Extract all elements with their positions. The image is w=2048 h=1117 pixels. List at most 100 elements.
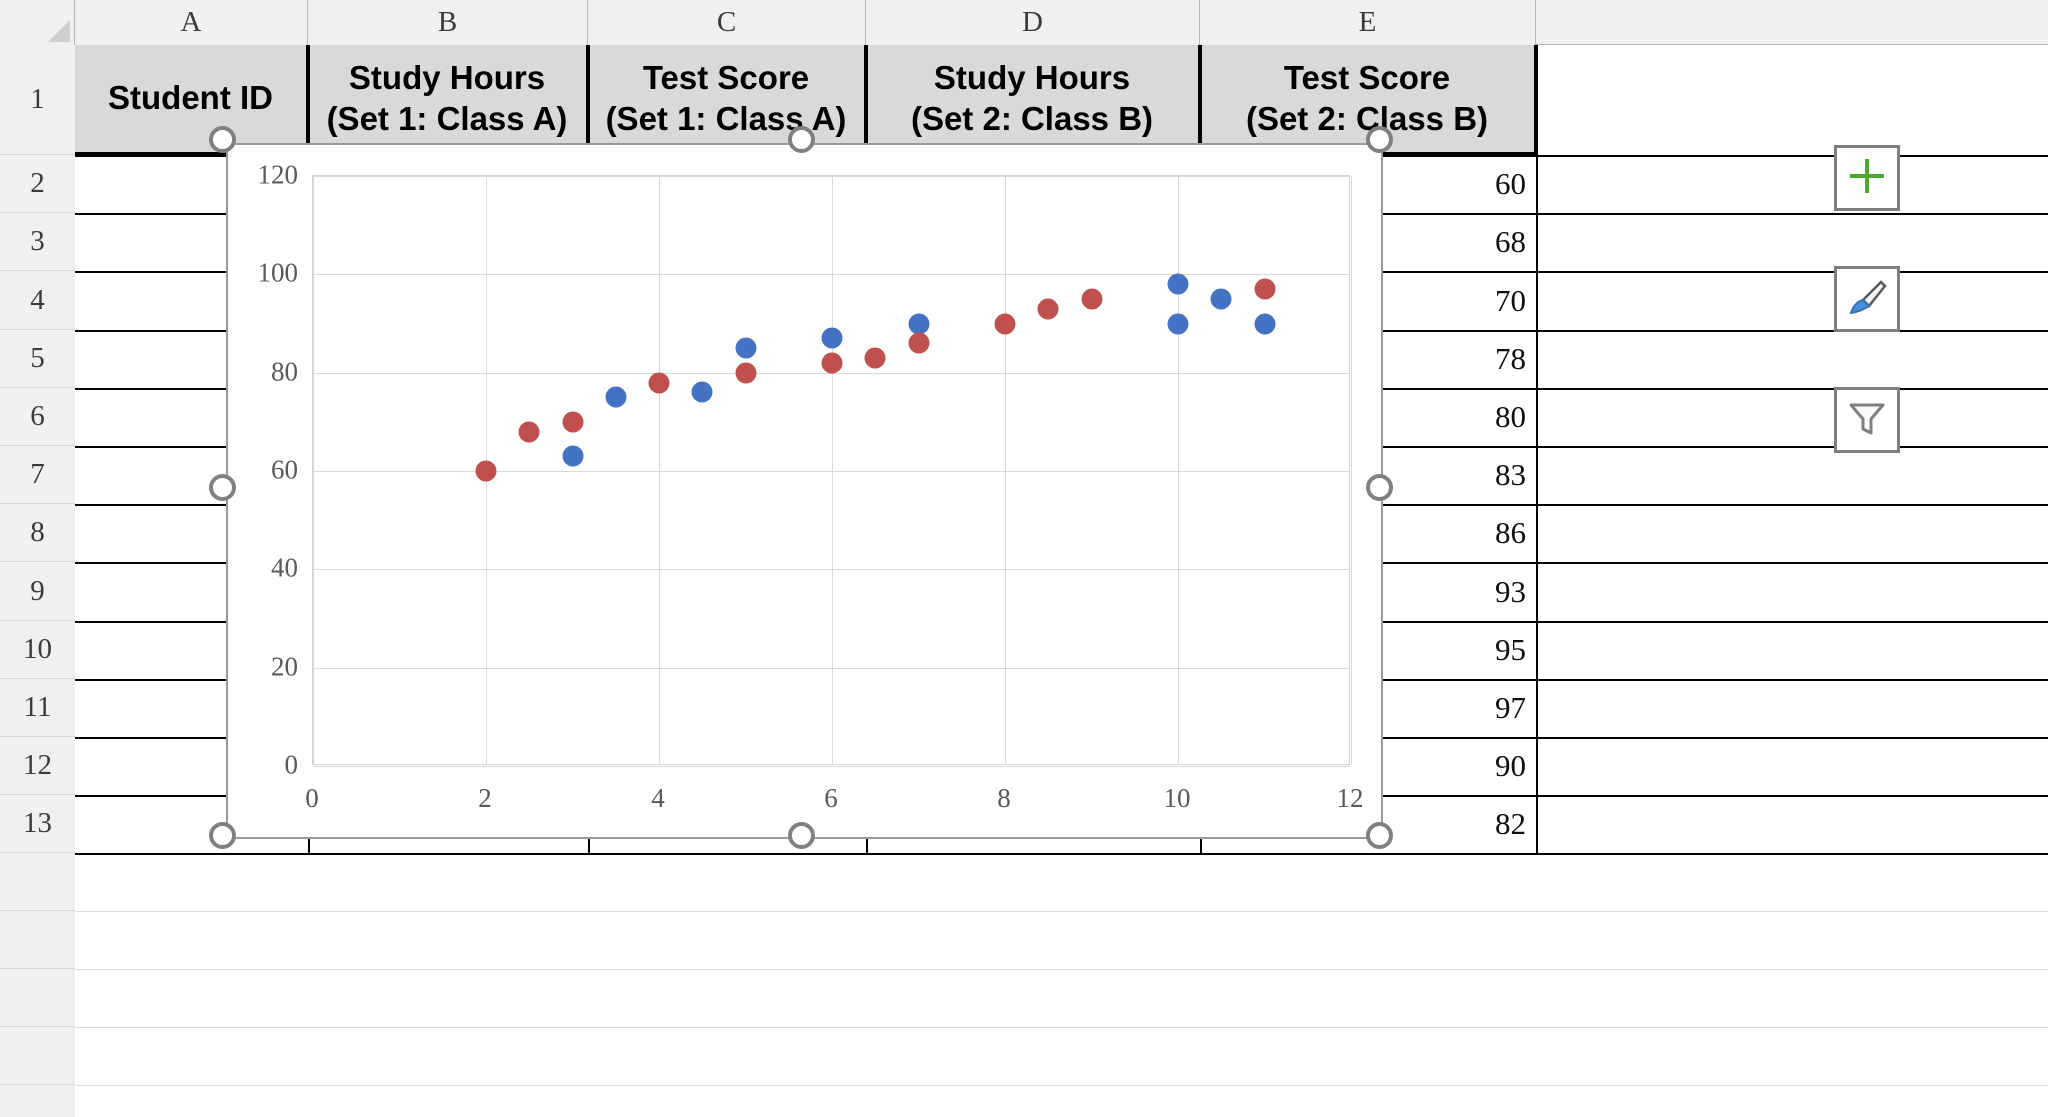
handle-bottom-left[interactable] xyxy=(209,822,236,849)
handle-top-left[interactable] xyxy=(209,126,236,153)
row-header-15[interactable] xyxy=(0,911,75,969)
plus-icon xyxy=(1845,154,1889,203)
row-header-7[interactable]: 7 xyxy=(0,446,75,504)
handle-top-right[interactable] xyxy=(1366,126,1393,153)
scatter-point[interactable] xyxy=(908,332,929,354)
row-header-6[interactable]: 6 xyxy=(0,388,75,446)
scatter-point[interactable] xyxy=(1210,288,1232,310)
row-header-13[interactable]: 13 xyxy=(0,795,75,853)
cell-e9[interactable]: 93 xyxy=(1495,573,1526,609)
row-header-2[interactable]: 2 xyxy=(0,155,75,213)
x-axis-tick-label: 8 xyxy=(997,783,1011,813)
scatter-point[interactable] xyxy=(735,362,756,384)
chart-plot-area xyxy=(312,175,1352,767)
row-header-12[interactable]: 12 xyxy=(0,737,75,795)
y-gridline xyxy=(313,766,1349,767)
row-header-10[interactable]: 10 xyxy=(0,621,75,679)
cell-e7[interactable]: 83 xyxy=(1495,457,1526,492)
scatter-point[interactable] xyxy=(518,421,540,443)
x-gridline xyxy=(1178,176,1179,764)
cell-e13[interactable]: 82 xyxy=(1495,806,1526,841)
x-axis-tick-label: 4 xyxy=(651,783,665,813)
column-header-a[interactable]: A xyxy=(75,0,308,45)
row-header-18[interactable] xyxy=(0,1085,75,1117)
scatter-point[interactable] xyxy=(1167,313,1189,334)
scatter-point[interactable] xyxy=(691,381,713,403)
x-axis-tick-label: 10 xyxy=(1163,783,1191,813)
header-line-2: (Set 2: Class B) xyxy=(910,99,1154,137)
cell-e3[interactable]: 68 xyxy=(1495,224,1526,259)
row-header-17[interactable] xyxy=(0,1027,75,1085)
scatter-point[interactable] xyxy=(605,386,627,408)
select-all-corner[interactable] xyxy=(0,0,75,45)
scatter-point[interactable] xyxy=(648,372,670,393)
x-axis-tick-label: 2 xyxy=(478,783,492,813)
column-header-e[interactable]: E xyxy=(1200,0,1536,45)
scatter-point[interactable] xyxy=(475,460,497,482)
header-line-1: Test Score xyxy=(642,59,810,97)
cell-e5[interactable]: 78 xyxy=(1495,341,1526,376)
x-gridline xyxy=(313,176,314,764)
handle-top-center[interactable] xyxy=(787,126,815,153)
chart-elements-button[interactable] xyxy=(1834,145,1900,211)
y-gridline xyxy=(313,274,1349,276)
scatter-point[interactable] xyxy=(1254,278,1275,300)
row-header-9[interactable]: 9 xyxy=(0,562,75,621)
cell-e8[interactable]: 86 xyxy=(1495,515,1526,550)
table-header-cell-a[interactable]: Student ID xyxy=(75,45,308,155)
scatter-point[interactable] xyxy=(1037,298,1059,320)
header-line-2: (Set 1: Class A) xyxy=(326,99,568,137)
row-header-5[interactable]: 5 xyxy=(0,330,75,388)
scatter-point[interactable] xyxy=(1254,313,1275,334)
chart-filters-button[interactable] xyxy=(1834,387,1900,453)
x-gridline xyxy=(659,176,660,764)
funnel-icon xyxy=(1845,396,1889,445)
row-header-4[interactable]: 4 xyxy=(0,271,75,330)
paintbrush-icon xyxy=(1845,275,1889,324)
cell-e2[interactable]: 60 xyxy=(1495,166,1526,201)
y-axis-tick-label: 20 xyxy=(271,651,298,682)
chart-styles-button[interactable] xyxy=(1834,266,1900,332)
row-header-11[interactable]: 11 xyxy=(0,679,75,737)
table-header-cell-e[interactable]: Test Score (Set 2: Class B) xyxy=(1200,45,1536,155)
cell-e4[interactable]: 70 xyxy=(1495,282,1526,318)
row-header-16[interactable] xyxy=(0,969,75,1027)
handle-bottom-center[interactable] xyxy=(787,822,815,849)
cell-e10[interactable]: 95 xyxy=(1495,632,1526,667)
header-line-1: Study Hours xyxy=(933,59,1131,97)
table-header-cell-c[interactable]: Test Score (Set 1: Class A) xyxy=(588,45,866,155)
scatter-chart-object[interactable]: 0 20 40 60 80 100 120 0 2 4 6 8 10 12 xyxy=(226,143,1383,839)
y-axis-tick-label: 80 xyxy=(271,356,298,387)
scatter-point[interactable] xyxy=(562,411,583,433)
cell-e11[interactable]: 97 xyxy=(1495,690,1526,725)
handle-middle-left[interactable] xyxy=(209,474,236,501)
column-header-b[interactable]: B xyxy=(308,0,588,45)
handle-bottom-right[interactable] xyxy=(1366,822,1393,849)
y-axis-tick-label: 0 xyxy=(284,749,299,780)
scatter-point[interactable] xyxy=(994,313,1016,334)
cell-e6[interactable]: 80 xyxy=(1495,399,1526,434)
cell-e12[interactable]: 90 xyxy=(1495,748,1526,783)
scatter-point[interactable] xyxy=(562,445,583,467)
column-divider xyxy=(1536,45,1538,853)
header-line-1: Student ID xyxy=(108,79,273,117)
row-header-3[interactable]: 3 xyxy=(0,213,75,271)
scatter-point[interactable] xyxy=(908,313,929,334)
row-gridline xyxy=(75,1085,2048,1086)
scatter-point[interactable] xyxy=(821,352,843,374)
column-header-c[interactable]: C xyxy=(588,0,866,45)
scatter-point[interactable] xyxy=(821,327,843,349)
scatter-point[interactable] xyxy=(864,347,886,369)
row-header-column: 1 2 3 4 5 6 7 8 9 10 11 12 13 xyxy=(0,45,75,1117)
handle-middle-right[interactable] xyxy=(1366,474,1393,501)
table-header-cell-b[interactable]: Study Hours (Set 1: Class A) xyxy=(308,45,588,155)
row-header-8[interactable]: 8 xyxy=(0,504,75,562)
scatter-point[interactable] xyxy=(1167,273,1189,295)
row-header-14[interactable] xyxy=(0,853,75,911)
scatter-point[interactable] xyxy=(735,337,756,359)
column-header-d[interactable]: D xyxy=(866,0,1200,45)
row-header-1[interactable]: 1 xyxy=(0,45,75,155)
table-header-cell-d[interactable]: Study Hours (Set 2: Class B) xyxy=(866,45,1200,155)
scatter-point[interactable] xyxy=(1081,288,1102,310)
x-gridline xyxy=(1005,176,1006,764)
